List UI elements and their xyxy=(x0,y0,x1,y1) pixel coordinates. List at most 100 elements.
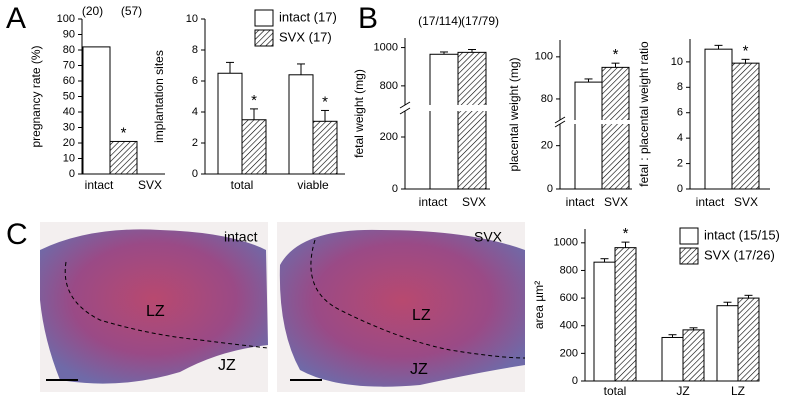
region-label: LZ xyxy=(412,307,431,324)
y-tick-label: 0 xyxy=(392,183,398,195)
axis-break xyxy=(554,120,566,128)
y-tick-label: 10 xyxy=(671,56,683,68)
y-tick-label: 10 xyxy=(186,13,198,25)
x-tick-label: total xyxy=(604,384,627,398)
y-tick-label: 8 xyxy=(192,44,198,56)
y-axis-label: placental weight (mg) xyxy=(507,57,521,171)
x-tick-label: viable xyxy=(297,178,329,192)
micrograph: intact LZ JZ xyxy=(40,222,269,392)
region-label: JZ xyxy=(218,357,236,374)
bar-break xyxy=(429,105,459,111)
x-tick-label: SVX xyxy=(604,195,628,209)
significance-marker: * xyxy=(623,225,629,242)
legend-label: SVX (17) xyxy=(279,29,332,44)
bar xyxy=(731,62,760,190)
y-axis-label: implantation sites xyxy=(152,50,166,143)
image-label: intact xyxy=(224,229,258,245)
y-tick-label: 0 xyxy=(192,168,198,180)
legend-swatch xyxy=(679,247,699,265)
y-tick-label: 60 xyxy=(63,75,75,87)
bar xyxy=(661,336,684,382)
x-tick-label: intact xyxy=(566,195,595,209)
x-tick-label: intact xyxy=(419,195,448,209)
significance-marker: * xyxy=(743,42,749,59)
x-tick-label: SVX xyxy=(462,195,486,209)
bar xyxy=(82,46,111,175)
y-tick-label: 800 xyxy=(560,264,578,276)
x-tick-label: intact xyxy=(696,195,725,209)
legend-label: SVX (17/26) xyxy=(704,247,775,262)
bar xyxy=(217,72,243,175)
y-tick-label: 40 xyxy=(63,106,75,118)
bar xyxy=(716,305,739,382)
y-tick-label: 2 xyxy=(192,137,198,149)
y-tick-label: 0 xyxy=(69,168,75,180)
x-tick-label: SVX xyxy=(138,178,162,192)
significance-marker: * xyxy=(613,46,619,63)
y-tick-label: 400 xyxy=(560,320,578,332)
y-tick-label: 1000 xyxy=(374,41,398,53)
y-tick-label: 200 xyxy=(380,131,398,143)
y-tick-label: 80 xyxy=(63,44,75,56)
x-tick-label: LZ xyxy=(731,384,745,398)
bar xyxy=(593,261,616,382)
bar xyxy=(574,81,603,190)
y-tick-label: 2 xyxy=(677,157,683,169)
y-tick-label: 600 xyxy=(560,292,578,304)
count-label: (17/114) xyxy=(418,14,462,28)
count-label: (17/79) xyxy=(461,14,499,28)
y-axis-label: fetal : placental weight ratio xyxy=(637,41,651,187)
x-tick-label: intact xyxy=(85,178,114,192)
axis-break xyxy=(399,101,411,109)
axis-break xyxy=(399,107,411,115)
y-tick-label: 30 xyxy=(63,121,75,133)
bar xyxy=(737,297,760,382)
legend-swatch xyxy=(679,227,699,245)
bar xyxy=(241,119,267,175)
micrograph: SVX LZ JZ xyxy=(277,222,526,392)
y-tick-label: 20 xyxy=(63,137,75,149)
y-tick-label: 4 xyxy=(677,132,683,144)
y-tick-label: 0 xyxy=(547,183,553,195)
y-tick-label: 100 xyxy=(57,13,75,25)
image-label: SVX xyxy=(474,229,503,245)
bar xyxy=(288,74,314,175)
bar-break xyxy=(457,105,487,111)
legend-label: intact (17) xyxy=(279,9,337,24)
y-tick-label: 4 xyxy=(192,106,198,118)
bar xyxy=(704,48,733,190)
bar xyxy=(457,51,487,190)
y-tick-label: 100 xyxy=(535,51,553,63)
region-label: JZ xyxy=(410,361,428,378)
y-tick-label: 200 xyxy=(560,347,578,359)
bar xyxy=(614,247,637,382)
significance-marker: * xyxy=(322,93,328,110)
axis-break xyxy=(554,116,566,124)
panel-letter: C xyxy=(6,218,28,251)
y-tick-label: 6 xyxy=(192,75,198,87)
count-label: (57) xyxy=(121,4,142,18)
y-axis-label: area µm² xyxy=(532,281,546,329)
legend-swatch xyxy=(254,9,274,27)
y-tick-label: 80 xyxy=(541,93,553,105)
y-tick-label: 6 xyxy=(677,107,683,119)
bar xyxy=(682,329,705,382)
legend-swatch xyxy=(254,29,274,47)
y-axis-label: fetal weight (mg) xyxy=(352,69,366,158)
panel-letter: B xyxy=(358,2,378,35)
x-tick-label: SVX xyxy=(734,195,758,209)
y-tick-label: 70 xyxy=(63,59,75,71)
y-tick-label: 10 xyxy=(63,152,75,164)
bar xyxy=(601,66,630,190)
x-tick-label: total xyxy=(231,178,254,192)
bar-break xyxy=(601,120,630,124)
legend-label: intact (15/15) xyxy=(704,227,780,242)
y-tick-label: 1000 xyxy=(554,237,578,249)
count-label: (20) xyxy=(82,4,103,18)
y-tick-label: 50 xyxy=(63,90,75,102)
significance-marker: * xyxy=(251,92,257,109)
y-tick-label: 800 xyxy=(380,80,398,92)
y-tick-label: 0 xyxy=(572,375,578,387)
region-label: LZ xyxy=(146,303,165,320)
